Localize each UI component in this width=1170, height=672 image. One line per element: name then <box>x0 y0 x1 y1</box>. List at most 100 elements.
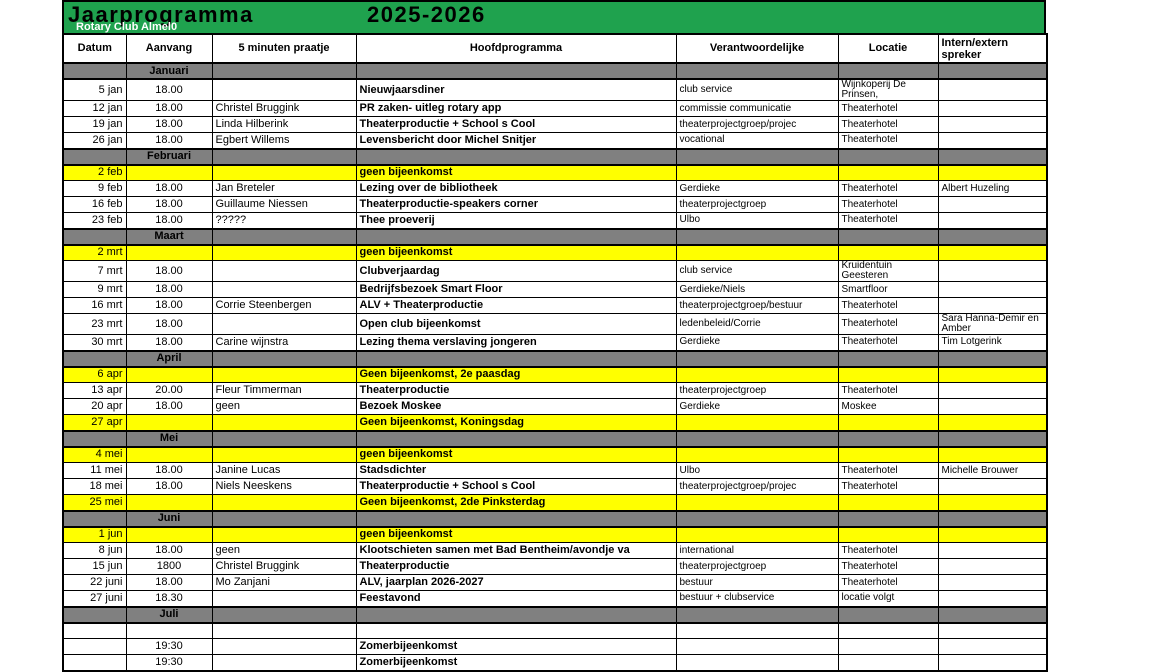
column-header-verantwoordelijke[interactable]: Verantwoordelijke <box>675 33 839 64</box>
cell-hoofdprogramma[interactable]: ALV, jaarplan 2026-2027 <box>355 574 677 591</box>
cell-aanvang[interactable] <box>125 164 213 181</box>
cell-locatie[interactable]: Theaterhotel <box>837 313 939 335</box>
cell-aanvang[interactable]: 18.00 <box>125 78 213 101</box>
cell-spreker[interactable] <box>937 244 1048 261</box>
cell-aanvang[interactable]: Februari <box>125 147 213 166</box>
cell-spreker[interactable] <box>937 605 1048 624</box>
cell-locatie[interactable] <box>837 494 939 511</box>
cell-praatje[interactable] <box>211 605 357 624</box>
cell-hoofdprogramma[interactable]: Theaterproductie-speakers corner <box>355 196 677 213</box>
cell-spreker[interactable] <box>937 478 1048 495</box>
cell-aanvang[interactable] <box>125 366 213 383</box>
cell-spreker[interactable] <box>937 654 1048 671</box>
cell-locatie[interactable] <box>837 227 939 246</box>
cell-praatje[interactable]: Fleur Timmerman <box>211 382 357 399</box>
cell-locatie[interactable] <box>837 638 939 655</box>
cell-spreker[interactable] <box>937 382 1048 399</box>
cell-verantwoordelijke[interactable]: commissie communicatie <box>675 100 839 117</box>
cell-aanvang[interactable] <box>125 244 213 261</box>
title-banner[interactable]: Jaarprogramma 2025-2026 Rotary Club Alme… <box>62 0 1046 33</box>
cell-hoofdprogramma[interactable] <box>355 509 677 528</box>
cell-hoofdprogramma[interactable] <box>355 349 677 368</box>
cell-verantwoordelijke[interactable]: Gerdieke/Niels <box>675 281 839 298</box>
cell-spreker[interactable] <box>937 297 1048 314</box>
cell-datum[interactable] <box>62 62 127 80</box>
cell-aanvang[interactable]: 18.00 <box>125 478 213 495</box>
cell-locatie[interactable]: Theaterhotel <box>837 100 939 117</box>
cell-verantwoordelijke[interactable]: Gerdieke <box>675 180 839 197</box>
cell-datum[interactable]: 6 apr <box>62 366 127 383</box>
cell-datum[interactable]: 9 feb <box>62 180 127 197</box>
cell-hoofdprogramma[interactable] <box>355 227 677 246</box>
cell-hoofdprogramma[interactable] <box>355 605 677 624</box>
cell-aanvang[interactable]: April <box>125 349 213 368</box>
cell-hoofdprogramma[interactable]: Open club bijeenkomst <box>355 313 677 335</box>
column-header-datum[interactable]: Datum <box>62 33 127 64</box>
cell-datum[interactable]: 13 apr <box>62 382 127 399</box>
cell-aanvang[interactable] <box>125 622 213 639</box>
cell-spreker[interactable] <box>937 622 1048 639</box>
cell-locatie[interactable] <box>837 366 939 383</box>
cell-hoofdprogramma[interactable]: Bedrijfsbezoek Smart Floor <box>355 281 677 298</box>
cell-locatie[interactable]: Smartfloor <box>837 281 939 298</box>
cell-verantwoordelijke[interactable] <box>675 509 839 528</box>
cell-verantwoordelijke[interactable] <box>675 622 839 639</box>
cell-hoofdprogramma[interactable]: Thee proeverij <box>355 212 677 229</box>
cell-locatie[interactable]: Theaterhotel <box>837 478 939 495</box>
cell-aanvang[interactable]: Juli <box>125 605 213 624</box>
cell-praatje[interactable] <box>211 281 357 298</box>
cell-aanvang[interactable] <box>125 526 213 543</box>
cell-datum[interactable]: 9 mrt <box>62 281 127 298</box>
cell-hoofdprogramma[interactable]: Nieuwjaarsdiner <box>355 78 677 101</box>
cell-locatie[interactable] <box>837 622 939 639</box>
cell-spreker[interactable] <box>937 542 1048 559</box>
cell-locatie[interactable]: Theaterhotel <box>837 542 939 559</box>
cell-aanvang[interactable]: 18.00 <box>125 132 213 149</box>
cell-spreker[interactable] <box>937 414 1048 431</box>
cell-spreker[interactable] <box>937 164 1048 181</box>
cell-spreker[interactable] <box>937 494 1048 511</box>
cell-hoofdprogramma[interactable]: Levensbericht door Michel Snitjer <box>355 132 677 149</box>
cell-spreker[interactable]: Michelle Brouwer <box>937 462 1048 479</box>
cell-verantwoordelijke[interactable]: Ulbo <box>675 462 839 479</box>
cell-hoofdprogramma[interactable]: Theaterproductie <box>355 382 677 399</box>
cell-aanvang[interactable]: 18.00 <box>125 100 213 117</box>
cell-locatie[interactable]: Theaterhotel <box>837 462 939 479</box>
cell-aanvang[interactable]: 18.00 <box>125 212 213 229</box>
cell-datum[interactable]: 5 jan <box>62 78 127 101</box>
cell-hoofdprogramma[interactable]: Feestavond <box>355 590 677 607</box>
cell-aanvang[interactable]: Mei <box>125 429 213 448</box>
cell-datum[interactable]: 23 mrt <box>62 313 127 335</box>
cell-locatie[interactable] <box>837 509 939 528</box>
cell-hoofdprogramma[interactable]: Geen bijeenkomst, 2de Pinksterdag <box>355 494 677 511</box>
cell-spreker[interactable] <box>937 100 1048 117</box>
cell-praatje[interactable] <box>211 638 357 655</box>
cell-hoofdprogramma[interactable]: Lezing thema verslaving jongeren <box>355 334 677 351</box>
cell-praatje[interactable]: Mo Zanjani <box>211 574 357 591</box>
cell-datum[interactable]: 27 juni <box>62 590 127 607</box>
cell-datum[interactable] <box>62 509 127 528</box>
cell-datum[interactable]: 2 mrt <box>62 244 127 261</box>
cell-spreker[interactable] <box>937 227 1048 246</box>
cell-verantwoordelijke[interactable] <box>675 654 839 671</box>
cell-praatje[interactable] <box>211 164 357 181</box>
cell-verantwoordelijke[interactable] <box>675 526 839 543</box>
cell-praatje[interactable]: Corrie Steenbergen <box>211 297 357 314</box>
cell-hoofdprogramma[interactable]: Theaterproductie + School s Cool <box>355 478 677 495</box>
cell-verantwoordelijke[interactable] <box>675 349 839 368</box>
cell-aanvang[interactable] <box>125 494 213 511</box>
cell-praatje[interactable] <box>211 62 357 80</box>
cell-verantwoordelijke[interactable] <box>675 62 839 80</box>
cell-hoofdprogramma[interactable]: geen bijeenkomst <box>355 244 677 261</box>
cell-hoofdprogramma[interactable]: geen bijeenkomst <box>355 446 677 463</box>
cell-verantwoordelijke[interactable] <box>675 414 839 431</box>
cell-praatje[interactable] <box>211 414 357 431</box>
cell-hoofdprogramma[interactable]: Stadsdichter <box>355 462 677 479</box>
cell-verantwoordelijke[interactable] <box>675 164 839 181</box>
cell-hoofdprogramma[interactable]: ALV + Theaterproductie <box>355 297 677 314</box>
cell-datum[interactable]: 23 feb <box>62 212 127 229</box>
cell-verantwoordelijke[interactable] <box>675 227 839 246</box>
cell-spreker[interactable] <box>937 260 1048 282</box>
cell-locatie[interactable] <box>837 446 939 463</box>
cell-verantwoordelijke[interactable] <box>675 494 839 511</box>
